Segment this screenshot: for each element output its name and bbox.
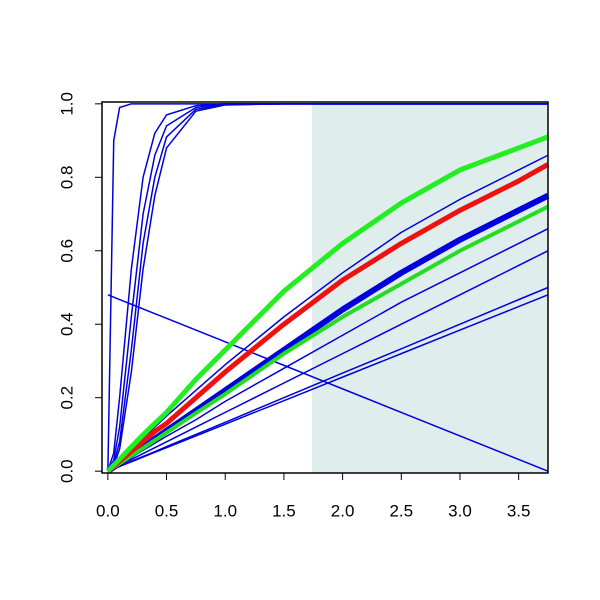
x-tick-label: 0.5 [155, 501, 179, 520]
y-tick-label: 1.0 [57, 92, 76, 116]
y-tick-label: 0.2 [57, 386, 76, 410]
series-line [107, 250, 549, 472]
x-tick-label: 2.0 [331, 501, 355, 520]
y-tick-label: 0.8 [57, 165, 76, 189]
x-tick-label: 0.0 [96, 501, 120, 520]
y-tick-label: 0.4 [57, 312, 76, 336]
series-line [107, 294, 549, 472]
series-line [107, 294, 549, 472]
series-line [107, 103, 548, 472]
x-tick-label: 3.5 [507, 501, 531, 520]
series-line [106, 134, 549, 473]
plot-frame [101, 101, 549, 474]
x-tick-label: 3.0 [448, 501, 472, 520]
x-tick-label: 1.0 [213, 501, 237, 520]
x-tick-label: 1.5 [272, 501, 296, 520]
y-tick-label: 0.6 [57, 239, 76, 263]
x-tick-label: 2.5 [389, 501, 413, 520]
y-tick-label: 0.0 [57, 459, 76, 483]
